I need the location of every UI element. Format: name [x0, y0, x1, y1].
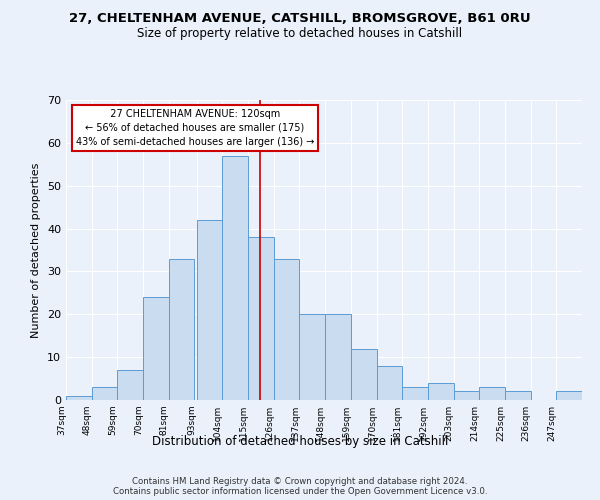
- Bar: [299, 314, 325, 400]
- Text: Contains public sector information licensed under the Open Government Licence v3: Contains public sector information licen…: [113, 488, 487, 496]
- Bar: [197, 220, 223, 400]
- Bar: [454, 392, 479, 400]
- Text: Size of property relative to detached houses in Catshill: Size of property relative to detached ho…: [137, 28, 463, 40]
- Text: Distribution of detached houses by size in Catshill: Distribution of detached houses by size …: [152, 435, 448, 448]
- Y-axis label: Number of detached properties: Number of detached properties: [31, 162, 41, 338]
- Bar: [92, 387, 118, 400]
- Text: Contains HM Land Registry data © Crown copyright and database right 2024.: Contains HM Land Registry data © Crown c…: [132, 478, 468, 486]
- Bar: [505, 392, 530, 400]
- Bar: [223, 156, 248, 400]
- Bar: [143, 297, 169, 400]
- Bar: [118, 370, 143, 400]
- Bar: [556, 392, 582, 400]
- Bar: [428, 383, 454, 400]
- Bar: [169, 258, 194, 400]
- Bar: [402, 387, 428, 400]
- Bar: [325, 314, 351, 400]
- Bar: [479, 387, 505, 400]
- Bar: [351, 348, 377, 400]
- Text: 27 CHELTENHAM AVENUE: 120sqm  
← 56% of detached houses are smaller (175)
43% of: 27 CHELTENHAM AVENUE: 120sqm ← 56% of de…: [76, 109, 314, 147]
- Bar: [274, 258, 299, 400]
- Bar: [248, 237, 274, 400]
- Bar: [66, 396, 92, 400]
- Bar: [377, 366, 402, 400]
- Text: 27, CHELTENHAM AVENUE, CATSHILL, BROMSGROVE, B61 0RU: 27, CHELTENHAM AVENUE, CATSHILL, BROMSGR…: [69, 12, 531, 26]
